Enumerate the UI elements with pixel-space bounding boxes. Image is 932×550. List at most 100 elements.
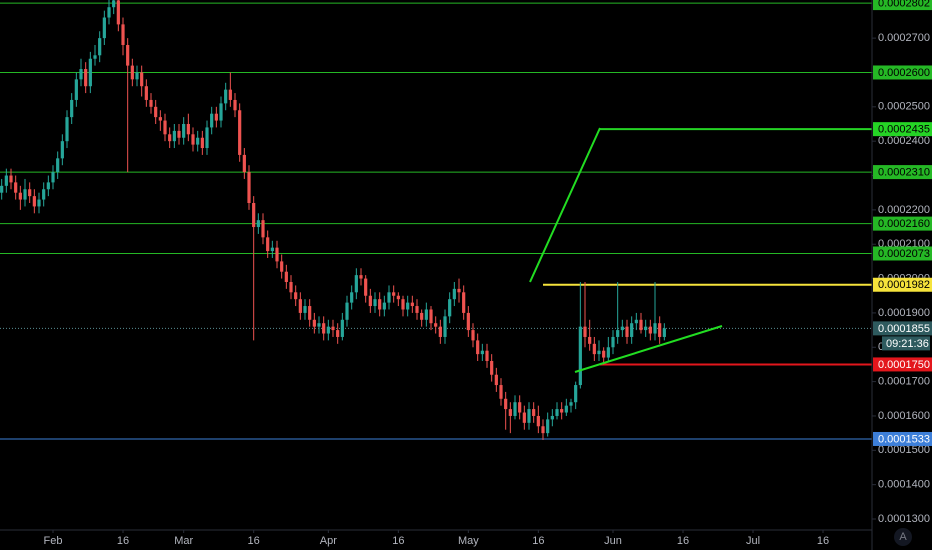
candle-body: [560, 409, 564, 413]
x-tick-label: May: [458, 535, 479, 547]
candle-body: [639, 319, 643, 331]
candle-body: [410, 302, 414, 307]
candle-body: [564, 405, 568, 413]
candle-body: [476, 340, 480, 355]
candle-body: [634, 319, 638, 324]
trend-line: [574, 325, 723, 373]
candle-body: [532, 409, 536, 416]
x-tick-label: Apr: [320, 535, 337, 547]
x-tick-label: Mar: [174, 535, 193, 547]
candle-body: [406, 302, 410, 310]
candle-body: [340, 319, 344, 337]
candle-body: [224, 89, 228, 104]
candle-body: [79, 69, 83, 80]
level-label: 0.0001982: [878, 279, 930, 291]
candle-body: [149, 99, 153, 107]
level-label-box: [873, 277, 932, 292]
candle-body: [354, 275, 358, 293]
candle-body: [331, 326, 335, 331]
candle-body: [116, 0, 120, 25]
candle-body: [242, 154, 246, 173]
candle-body: [196, 137, 200, 145]
candle-body: [350, 292, 354, 303]
candle-body: [443, 316, 447, 337]
candle-body: [658, 323, 662, 337]
level-label: 0.0001533: [878, 433, 930, 445]
candle-body: [522, 412, 526, 423]
level-label-box: [873, 65, 932, 80]
x-tick-label: 16: [392, 535, 404, 547]
candle-body: [18, 192, 22, 200]
candle-body: [462, 292, 466, 313]
candle-body: [266, 237, 270, 252]
candle-body: [154, 106, 158, 118]
candle-body: [135, 72, 139, 80]
candle-body: [438, 326, 442, 337]
candle-body: [620, 326, 624, 331]
candle-body: [186, 123, 190, 135]
candle-body: [191, 134, 195, 145]
candles: [0, 0, 666, 441]
candle-body: [326, 326, 330, 334]
candle-body: [662, 328, 666, 337]
x-tick-label: 16: [817, 535, 829, 547]
y-tick-label: 0.0002500: [878, 101, 930, 113]
candle-body: [42, 189, 46, 200]
y-tick-label: 0.0001600: [878, 410, 930, 422]
candle-body: [140, 72, 144, 87]
candle-body: [550, 415, 554, 420]
candle-body: [56, 158, 60, 173]
candle-body: [32, 196, 36, 207]
candle-body: [420, 312, 424, 320]
candle-body: [280, 261, 284, 272]
candle-body: [205, 127, 209, 149]
candle-body: [415, 306, 419, 313]
candle-body: [158, 117, 162, 121]
auto-scale-label[interactable]: A: [899, 531, 907, 543]
candle-body: [588, 336, 592, 344]
level-label: 0.0002310: [878, 166, 930, 178]
auto-scale-button[interactable]: [894, 528, 912, 546]
candle-body: [387, 292, 391, 303]
candle-body: [541, 426, 545, 434]
candle-body: [490, 361, 494, 375]
candle-body: [382, 302, 386, 310]
candle-body: [368, 295, 372, 307]
countdown-box: [882, 336, 930, 351]
candle-body: [364, 278, 368, 296]
x-tick-label: 16: [248, 535, 260, 547]
y-tick-label: 0.0001300: [878, 513, 930, 525]
candle-body: [312, 319, 316, 327]
x-tick-label: Feb: [44, 535, 63, 547]
candle-body: [121, 24, 125, 45]
candle-body: [592, 343, 596, 355]
candle-body: [616, 330, 620, 337]
level-label: 0.0002802: [878, 0, 930, 9]
candle-body: [28, 189, 32, 197]
candle-body: [499, 385, 503, 399]
candle-body: [112, 0, 116, 8]
candle-body: [322, 323, 326, 334]
candle-body: [378, 299, 382, 310]
candle-body: [392, 292, 396, 296]
candle-body: [536, 415, 540, 427]
level-label: 0.0002435: [878, 124, 930, 136]
y-tick-label: 0.0001700: [878, 376, 930, 388]
candle-body: [303, 306, 307, 313]
candle-body: [466, 312, 470, 331]
candle-body: [373, 299, 377, 307]
candle-body: [457, 288, 461, 293]
candle-body: [270, 247, 274, 252]
candle-body: [504, 398, 508, 410]
candle-body: [396, 295, 400, 300]
candle-body: [494, 374, 498, 386]
candle-body: [9, 175, 13, 183]
candle-body: [284, 271, 288, 283]
x-tick-label: Jun: [604, 535, 622, 547]
candle-body: [172, 130, 176, 142]
level-label: 0.0002073: [878, 248, 930, 260]
candle-body: [214, 113, 218, 121]
level-label: 0.0001855: [878, 323, 930, 335]
y-tick-label: 0.0002400: [878, 135, 930, 147]
